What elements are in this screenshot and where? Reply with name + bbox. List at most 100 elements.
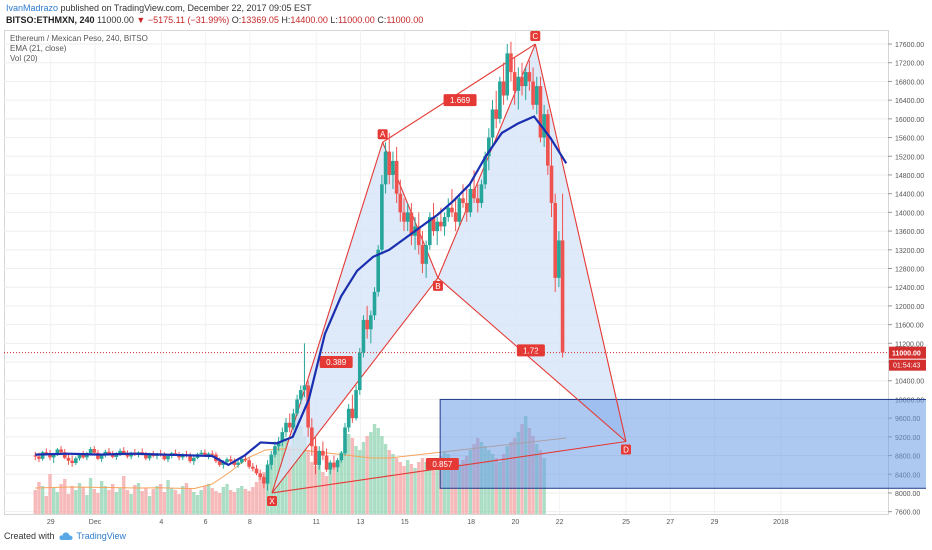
- candle-body: [265, 464, 270, 484]
- candle-body: [188, 455, 192, 462]
- volume-bar: [313, 466, 318, 514]
- volume-bar: [457, 464, 462, 514]
- candle-body: [310, 427, 314, 447]
- x-tick-label: 13: [357, 519, 365, 525]
- chart-svg[interactable]: 7600.008000.008400.008800.009200.009600.…: [4, 30, 926, 525]
- volume-bar: [81, 487, 85, 514]
- candle-body: [144, 454, 148, 459]
- volume-bar: [365, 436, 369, 514]
- candle-body: [516, 76, 521, 91]
- candle-body: [409, 212, 414, 236]
- volume-bar: [324, 476, 329, 514]
- candle-body: [560, 240, 565, 353]
- candle-body: [48, 453, 52, 458]
- author-link[interactable]: IvanMadrazo: [6, 3, 59, 13]
- volume-bar: [118, 488, 122, 514]
- volume-bar: [158, 484, 163, 514]
- candle-body: [284, 422, 288, 433]
- publish-header: IvanMadrazo published on TradingView.com…: [6, 2, 423, 26]
- candle-body: [107, 451, 111, 454]
- candle-body: [291, 413, 296, 428]
- candle-body: [33, 455, 38, 457]
- volume-bar: [376, 428, 380, 514]
- volume-bar: [203, 486, 207, 514]
- candle-body: [479, 184, 484, 204]
- candle-body: [302, 385, 307, 391]
- last-price-badge: [889, 346, 926, 359]
- chart-panel[interactable]: 7600.008000.008400.008800.009200.009600.…: [4, 30, 926, 525]
- footer: Created with TradingView: [4, 531, 126, 541]
- volume-bar: [136, 483, 141, 514]
- volume-bar: [122, 476, 126, 514]
- close-value: 11000.00: [386, 15, 424, 25]
- legend-ema: EMA (21, close): [10, 44, 67, 53]
- candle-body: [96, 452, 100, 459]
- volume-bar: [269, 458, 273, 514]
- volume-bar: [199, 490, 203, 514]
- candle-body: [324, 455, 329, 470]
- volume-bar: [258, 476, 262, 514]
- candle-body: [542, 114, 546, 138]
- volume-bar: [328, 468, 332, 514]
- volume-bar: [417, 462, 421, 514]
- y-tick-label: 10400.00: [895, 379, 924, 386]
- candle-body: [538, 86, 543, 138]
- volume-bar: [74, 490, 78, 514]
- volume-bar: [402, 466, 406, 514]
- candle-body: [534, 86, 539, 105]
- candle-body: [509, 53, 513, 73]
- candle-body: [402, 212, 406, 222]
- y-tick-label: 8000.00: [895, 491, 920, 498]
- low-value: 11000.00: [337, 15, 375, 25]
- volume-bar: [391, 454, 395, 514]
- volume-bar: [184, 483, 189, 514]
- volume-bar: [240, 486, 244, 514]
- candle-body: [40, 452, 45, 459]
- volume-bar: [343, 442, 347, 514]
- candle-body: [472, 188, 476, 199]
- x-tick-label: 11: [313, 519, 320, 525]
- candle-body: [346, 408, 351, 428]
- volume-bar: [162, 492, 167, 514]
- ratio-badge: [319, 356, 353, 369]
- candle-body: [77, 454, 82, 459]
- volume-bar: [380, 436, 384, 514]
- volume-bar: [63, 479, 67, 514]
- harmonic-point-a-badge: [377, 129, 388, 140]
- volume-bar: [229, 490, 233, 514]
- candle-body: [66, 457, 71, 461]
- volume-bar: [144, 488, 148, 514]
- harmonic-point-b-label: B: [435, 282, 440, 291]
- candle-body: [450, 207, 454, 213]
- candle-body: [468, 188, 473, 213]
- volume-bar: [125, 490, 130, 514]
- legend-title: Ethereum / Mexican Peso, 240, BITSO: [10, 34, 148, 43]
- volume-bar: [206, 484, 211, 514]
- ema-line: [35, 115, 568, 467]
- x-tick-label: 6: [204, 519, 208, 525]
- y-tick-label: 13200.00: [895, 248, 924, 255]
- volume-bar: [96, 493, 100, 514]
- candle-body: [475, 198, 480, 204]
- volume-bar: [221, 487, 226, 514]
- harmonic-point-d-label: D: [623, 446, 629, 455]
- candle-body: [328, 462, 333, 470]
- candle-body: [369, 315, 373, 330]
- cloud-icon: [58, 532, 73, 540]
- candle-body: [37, 456, 41, 459]
- volume-bar: [284, 438, 288, 514]
- volume-bar: [70, 486, 74, 514]
- volume-bar: [147, 496, 152, 514]
- candle-body: [118, 450, 122, 454]
- harmonic-point-a-label: A: [380, 130, 386, 139]
- volume-bar: [40, 486, 45, 514]
- candle-body: [321, 450, 325, 456]
- volume-bar: [195, 495, 200, 514]
- harmonic-leg-BD: [437, 277, 627, 442]
- x-tick-label: 2018: [773, 519, 789, 525]
- last-price-badge-label: 11000.00: [892, 351, 921, 358]
- harmonic-point-c-label: C: [532, 32, 538, 41]
- tradingview-link[interactable]: TradingView: [76, 531, 127, 541]
- y-tick-label: 11200.00: [895, 341, 924, 348]
- ratio-badge: [516, 344, 545, 357]
